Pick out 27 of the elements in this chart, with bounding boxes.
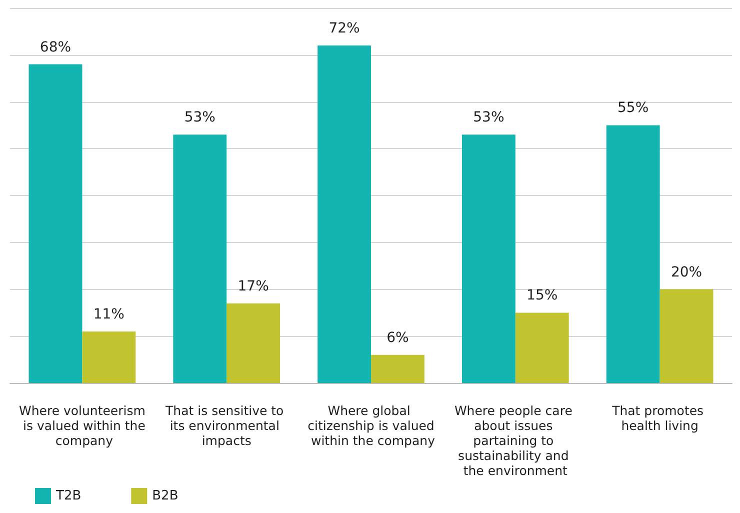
data-label: 72% xyxy=(328,20,360,36)
bar xyxy=(226,303,280,383)
bar xyxy=(318,46,371,383)
legend-label: T2B xyxy=(55,488,82,504)
bar xyxy=(660,289,714,383)
data-label: 17% xyxy=(238,278,269,294)
data-label: 53% xyxy=(184,110,216,126)
x-tick-label: That promotes health living xyxy=(611,403,708,433)
bar xyxy=(173,134,227,383)
bar xyxy=(28,64,82,383)
x-tick-label: That is sensitive to its environmental impacts xyxy=(164,403,288,448)
bar xyxy=(606,125,660,383)
bar xyxy=(515,312,569,383)
data-label: 68% xyxy=(40,39,72,56)
data-label: 55% xyxy=(618,100,649,116)
data-label: 11% xyxy=(93,306,124,322)
legend-label: B2B xyxy=(152,488,178,504)
data-label: 53% xyxy=(473,110,504,126)
bar xyxy=(82,331,136,383)
data-label: 6% xyxy=(386,330,409,346)
bar xyxy=(371,354,424,383)
data-label: 20% xyxy=(670,264,702,280)
bar xyxy=(462,134,516,383)
x-tick-label: Where global citizenship is valued within the company xyxy=(307,403,436,448)
x-tick-label: Where people care about issues partaining to sustainability and the environment xyxy=(454,403,576,478)
data-label: 15% xyxy=(526,288,558,304)
x-tick-label: Where volunteerism is valued within the company xyxy=(18,403,146,448)
